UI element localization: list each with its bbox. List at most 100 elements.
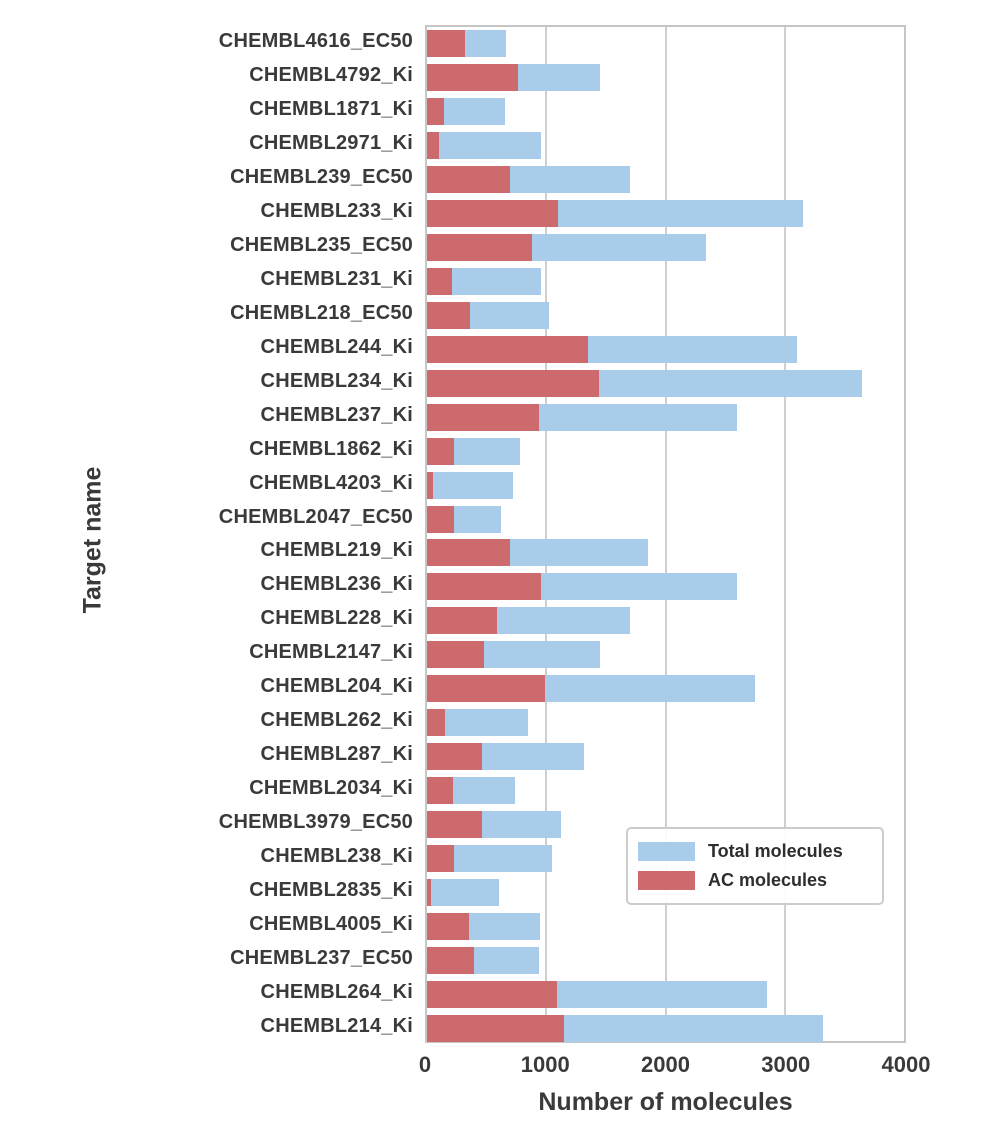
y-tick-label: CHEMBL233_Ki [260, 200, 413, 223]
bar-row [427, 570, 904, 604]
y-tick-label: CHEMBL204_Ki [260, 675, 413, 698]
bar-ac-molecules [427, 912, 469, 940]
y-axis-title: Target name [78, 466, 107, 614]
x-tick-label-3000: 3000 [761, 1052, 811, 1077]
bar-total-molecules [427, 471, 513, 499]
bar-row [427, 197, 904, 231]
y-tick-label: CHEMBL2047_EC50 [218, 505, 413, 528]
bar-row [427, 943, 904, 977]
y-tick-label: CHEMBL264_Ki [260, 980, 413, 1003]
y-tick-label: CHEMBL4203_Ki [249, 471, 413, 494]
bar-row [427, 366, 904, 400]
y-tick-label: CHEMBL237_EC50 [230, 946, 413, 969]
legend-item-total: Total molecules [638, 841, 872, 862]
y-tick-label: CHEMBL214_Ki [260, 1014, 413, 1037]
bar-ac-molecules [427, 369, 599, 397]
bar-row [427, 672, 904, 706]
y-tick-label: CHEMBL2835_Ki [249, 878, 413, 901]
bar-ac-molecules [427, 878, 431, 906]
bar-rows [427, 27, 904, 1042]
bar-row [427, 332, 904, 366]
bar-row [427, 129, 904, 163]
total-molecules-swatch [638, 842, 695, 861]
bar-ac-molecules [427, 335, 588, 363]
bar-row [427, 400, 904, 434]
legend-item-ac: AC molecules [638, 870, 872, 891]
plot-area [425, 25, 906, 1043]
gridline-1000 [545, 27, 548, 1041]
bar-ac-molecules [427, 234, 532, 262]
x-tick-label-2000: 2000 [641, 1052, 690, 1077]
bar-ac-molecules [427, 810, 482, 838]
bar-ac-molecules [427, 471, 433, 499]
y-tick-label: CHEMBL244_Ki [260, 335, 413, 358]
bar-total-molecules [427, 878, 499, 906]
y-axis-tick-labels: CHEMBL4616_EC50 CHEMBL4792_Ki CHEMBL1871_K… [0, 25, 413, 1043]
bar-total-molecules [427, 132, 542, 160]
y-tick-label: CHEMBL4792_Ki [249, 64, 413, 87]
y-tick-label: CHEMBL4005_Ki [249, 912, 413, 935]
bar-row [427, 298, 904, 332]
bar-ac-molecules [427, 709, 445, 737]
bar-row [427, 163, 904, 197]
bar-ac-molecules [427, 30, 466, 58]
x-axis-title: Number of molecules [538, 1088, 793, 1116]
bar-ac-molecules [427, 607, 498, 635]
y-tick-label: CHEMBL3979_EC50 [218, 810, 413, 833]
x-tick-label-4000: 4000 [881, 1052, 931, 1077]
y-tick-label: CHEMBL262_Ki [260, 709, 413, 732]
x-tick-label-0: 0 [418, 1052, 432, 1077]
bar-ac-molecules [427, 505, 455, 533]
bar-ac-molecules [427, 675, 546, 703]
bar-row [427, 536, 904, 570]
bar-row [427, 706, 904, 740]
y-tick-label: CHEMBL234_Ki [260, 369, 413, 392]
bar-ac-molecules [427, 437, 455, 465]
bar-row [427, 740, 904, 774]
bar-row [427, 61, 904, 95]
bar-row [427, 977, 904, 1011]
y-tick-label: CHEMBL237_Ki [260, 403, 413, 426]
y-tick-label: CHEMBL2147_Ki [249, 641, 413, 664]
bar-ac-molecules [427, 641, 485, 669]
bar-row [427, 841, 904, 875]
legend: Total molecules AC molecules [626, 827, 884, 905]
bar-ac-molecules [427, 946, 474, 974]
bar-row [427, 909, 904, 943]
bar-ac-molecules [427, 776, 454, 804]
legend-label-total: Total molecules [708, 841, 843, 861]
y-tick-label: CHEMBL239_EC50 [230, 166, 413, 189]
ac-molecules-swatch [638, 871, 695, 890]
y-tick-label: CHEMBL1871_Ki [249, 98, 413, 121]
x-tick-label-1000: 1000 [520, 1052, 570, 1077]
bar-row [427, 468, 904, 502]
y-tick-label: CHEMBL1862_Ki [249, 437, 413, 460]
y-tick-label: CHEMBL236_Ki [260, 573, 413, 596]
y-tick-label: CHEMBL235_EC50 [230, 234, 413, 257]
y-tick-label: CHEMBL228_Ki [260, 607, 413, 630]
y-tick-label: CHEMBL218_EC50 [230, 301, 413, 324]
bar-ac-molecules [427, 64, 518, 92]
gridline-2000 [664, 27, 667, 1041]
bar-ac-molecules [427, 166, 511, 194]
bar-row [427, 95, 904, 129]
bar-row [427, 434, 904, 468]
bar-row [427, 774, 904, 808]
y-tick-label: CHEMBL231_Ki [260, 267, 413, 290]
gridline-3000 [783, 27, 786, 1041]
bar-ac-molecules [427, 539, 511, 567]
bar-ac-molecules [427, 743, 482, 771]
y-tick-label: CHEMBL287_Ki [260, 743, 413, 766]
bar-ac-molecules [427, 1014, 565, 1042]
y-tick-label: CHEMBL238_Ki [260, 844, 413, 867]
bar-row [427, 502, 904, 536]
bar-ac-molecules [427, 573, 542, 601]
y-tick-label: CHEMBL219_Ki [260, 539, 413, 562]
bar-ac-molecules [427, 844, 455, 872]
bar-row [427, 807, 904, 841]
bar-ac-molecules [427, 98, 444, 126]
bar-ac-molecules [427, 200, 559, 228]
bar-row [427, 875, 904, 909]
bar-ac-molecules [427, 980, 557, 1008]
